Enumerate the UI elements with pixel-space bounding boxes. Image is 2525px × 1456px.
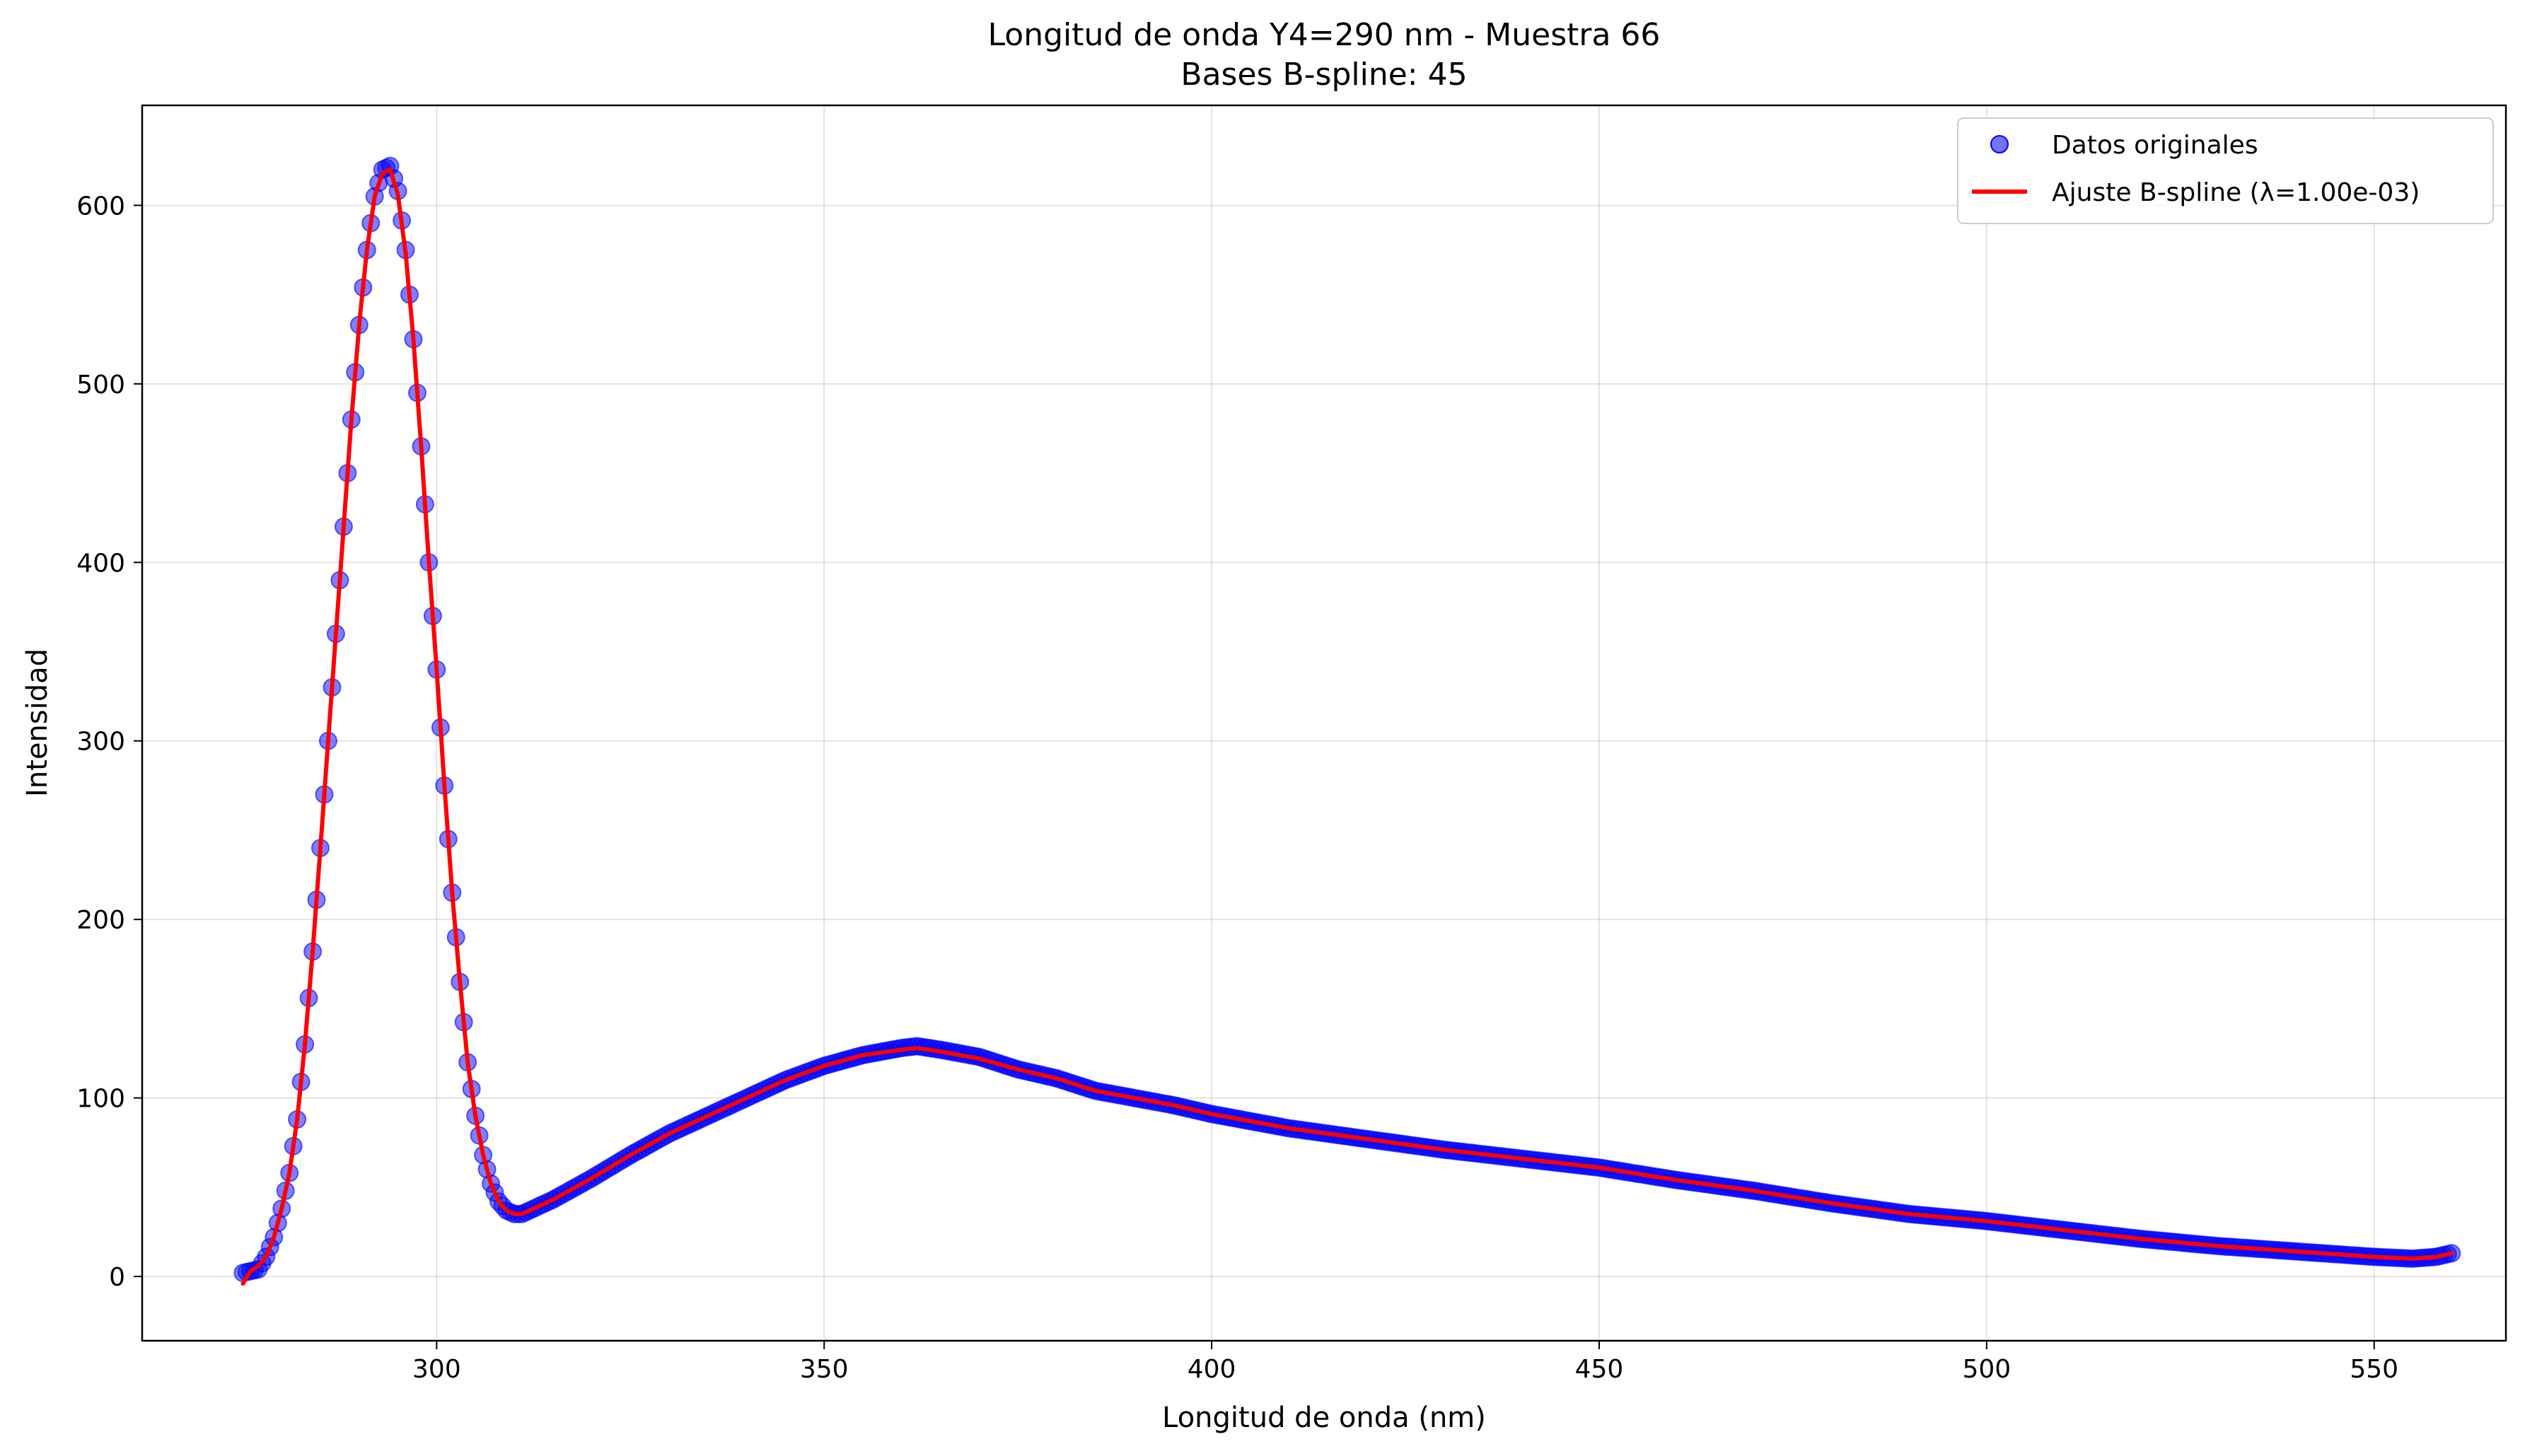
y-axis-label: Intensidad (21, 648, 54, 797)
x-tick-label: 350 (800, 1355, 849, 1384)
y-tick-label: 100 (76, 1085, 125, 1114)
y-tick-label: 400 (76, 549, 125, 578)
y-tick-label: 300 (76, 728, 125, 757)
x-tick-label: 500 (1962, 1355, 2011, 1384)
x-axis-label: Longitud de onda (nm) (1162, 1402, 1486, 1434)
chart-subtitle: Bases B-spline: 45 (1180, 57, 1467, 93)
x-tick-label: 550 (2350, 1355, 2398, 1384)
y-tick-label: 500 (76, 371, 125, 400)
x-tick-label: 400 (1188, 1355, 1236, 1384)
y-tick-label: 600 (76, 192, 125, 221)
ticks: 300 350 400 450 500 550 0 100 200 300 400 500 600 (76, 192, 2398, 1384)
series-ajuste-b-spline (240, 167, 2454, 1286)
legend-label-datos-originales: Datos originales (2052, 131, 2258, 160)
y-tick-label: 0 (109, 1263, 125, 1292)
y-tick-label: 200 (76, 906, 125, 935)
legend-marker-scatter (1990, 135, 2009, 153)
x-tick-label: 300 (412, 1355, 461, 1384)
legend-box (1957, 117, 2494, 224)
fit-line (240, 167, 2454, 1286)
axes-frame (141, 104, 2507, 1342)
x-tick-label: 450 (1575, 1355, 1624, 1384)
legend-label-ajuste-b-spline: Ajuste B-spline (λ=1.00e-03) (2052, 178, 2420, 207)
plot-area: 300 350 400 450 500 550 0 100 200 300 400 500 600 (76, 104, 2507, 1384)
grid (142, 105, 2506, 1341)
legend: Datos originales Ajuste B-spline (λ=1.00… (1957, 117, 2494, 224)
chart-title: Longitud de onda Y4=290 nm - Muestra 66 (988, 17, 1661, 53)
